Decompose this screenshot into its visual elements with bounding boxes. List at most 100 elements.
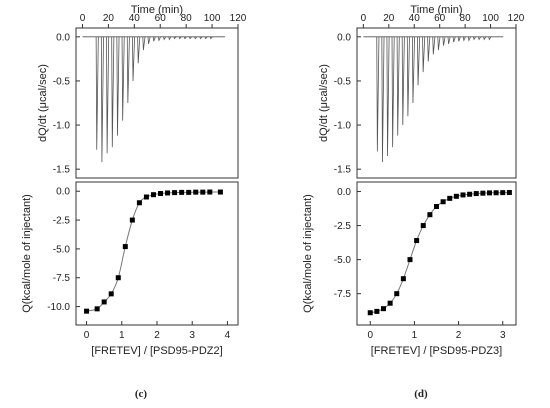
data-point: [407, 257, 413, 263]
thermogram-y-axis-title: dQ/dt (μcal/sec): [37, 64, 49, 142]
data-point: [487, 190, 492, 196]
data-point: [200, 189, 206, 195]
data-point: [420, 223, 426, 229]
top-x-tick-label: 0: [80, 13, 86, 24]
top-x-tick-label: 120: [508, 13, 525, 24]
binding-x-tick-label: 1: [412, 330, 418, 341]
binding-y-tick-label: -2.5: [53, 216, 71, 227]
injection-peak: [147, 36, 151, 44]
injection-peak: [163, 36, 167, 41]
binding-frame: [75, 181, 239, 326]
injection-peak: [462, 36, 466, 42]
data-point: [165, 190, 171, 196]
thermogram-y-tick-label: -0.5: [334, 76, 352, 87]
injection-peak: [391, 36, 395, 148]
injection-peak: [178, 36, 182, 40]
data-point: [108, 291, 114, 297]
injection-peak: [457, 36, 461, 42]
data-point: [367, 310, 373, 316]
binding-x-tick-label: 0: [84, 330, 90, 341]
injection-peak: [121, 36, 125, 121]
top-x-tick-label: 40: [409, 13, 421, 24]
data-point: [480, 190, 486, 196]
binding-y-tick-label: -7.5: [53, 273, 71, 284]
injection-peak: [137, 36, 141, 64]
injection-peak: [100, 36, 104, 163]
injection-peak: [447, 36, 451, 44]
top-x-tick-label: 100: [482, 13, 499, 24]
data-point: [150, 192, 156, 198]
injection-peak: [478, 36, 482, 41]
top-x-tick-label: 100: [204, 13, 221, 24]
injection-peak: [173, 36, 177, 40]
thermogram-y-axis-title: dQ/dt (μcal/sec): [318, 64, 330, 142]
injection-peak: [106, 36, 110, 154]
time-axis-title: Time (min): [131, 4, 183, 16]
data-point: [158, 191, 164, 197]
thermogram-frame: [356, 27, 517, 179]
data-point: [172, 190, 178, 196]
data-point: [129, 217, 135, 223]
binding-x-tick-label: 4: [225, 330, 231, 341]
binding-y-tick-label: -2.5: [334, 221, 352, 232]
thermogram-y-tick-label: -1.0: [53, 121, 71, 132]
injection-peak: [157, 36, 161, 42]
data-point: [84, 308, 90, 314]
injection-peak: [422, 36, 426, 73]
data-point: [94, 306, 100, 312]
data-point: [440, 199, 446, 205]
binding-frame: [356, 181, 517, 326]
binding-x-tick-label: 2: [154, 330, 160, 341]
data-point: [506, 189, 512, 195]
data-point: [374, 308, 380, 314]
injection-peak: [132, 36, 136, 81]
data-point: [473, 191, 479, 197]
injection-peak: [401, 36, 405, 126]
injection-peak: [189, 36, 192, 40]
binding-y-tick-label: 0.0: [337, 187, 351, 198]
binding-y-tick-label: -5.0: [53, 244, 71, 255]
injection-peak: [126, 36, 130, 104]
injection-peak: [427, 36, 431, 62]
data-point: [500, 190, 506, 196]
top-x-tick-label: 0: [361, 13, 367, 24]
data-point: [434, 204, 439, 210]
data-point: [101, 299, 107, 305]
binding-x-tick-label: 3: [189, 330, 195, 341]
top-x-tick-label: 40: [129, 13, 141, 24]
data-point: [136, 200, 142, 206]
injection-peak: [95, 36, 99, 150]
panel-label: (c): [135, 388, 148, 400]
injection-peak: [396, 36, 400, 136]
injection-peak: [116, 36, 120, 136]
thermogram-y-tick-label: 0.0: [56, 32, 70, 43]
data-point: [186, 189, 192, 195]
binding-y-axis-title: Q(kcal/mole of injectant): [302, 194, 314, 313]
injection-peak: [488, 36, 492, 41]
injection-peak: [411, 36, 415, 104]
injection-peak: [183, 36, 187, 40]
injection-peak: [432, 36, 436, 55]
injection-peak: [452, 36, 456, 43]
injection-peak: [111, 36, 115, 148]
top-x-tick-label: 20: [103, 13, 115, 24]
top-x-tick-label: 60: [155, 13, 167, 24]
injection-peak: [376, 36, 380, 152]
thermogram-y-tick-label: -1.0: [334, 121, 352, 132]
data-point: [400, 276, 406, 282]
injection-peak: [168, 36, 172, 41]
data-point: [207, 189, 213, 195]
thermogram-y-tick-label: 0.0: [337, 32, 351, 43]
thermogram-y-tick-label: -1.5: [334, 165, 352, 176]
thermogram-frame: [75, 27, 239, 179]
injection-peak: [152, 36, 156, 42]
injection-peak: [467, 36, 471, 42]
injection-peak: [437, 36, 441, 51]
time-axis-title: Time (min): [410, 4, 462, 16]
data-point: [427, 212, 433, 218]
panel-label: (d): [414, 388, 428, 400]
data-point: [143, 194, 149, 200]
binding-x-tick-label: 2: [456, 330, 462, 341]
